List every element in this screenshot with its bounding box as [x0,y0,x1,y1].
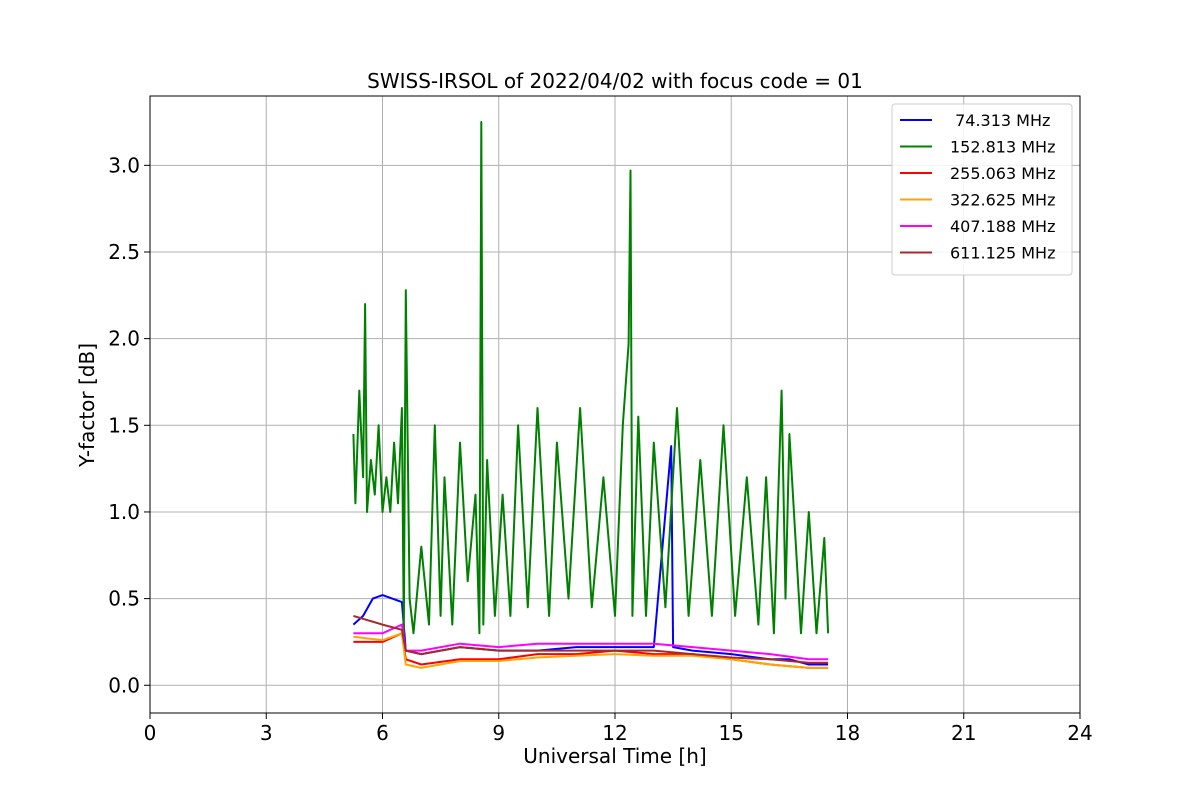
chart-title: SWISS-IRSOL of 2022/04/02 with focus cod… [367,69,863,93]
x-tick-label: 6 [376,721,389,745]
y-tick-label: 3.0 [108,153,140,177]
series-line-3 [353,632,829,669]
y-tick-label: 2.5 [108,240,140,264]
x-axis-label: Universal Time [h] [523,744,706,768]
y-tick-label: 2.0 [108,327,140,351]
legend-entry: 74.313 MHz [950,111,1050,130]
legend-entry: 255.063 MHz [950,164,1055,183]
legend-entry: 152.813 MHz [950,138,1055,157]
x-tick-label: 15 [719,721,744,745]
legend-entry: 322.625 MHz [950,191,1055,210]
x-tick-label: 24 [1067,721,1092,745]
legend: 74.313 MHz 152.813 MHz 255.063 MHz 322.625 … [891,103,1073,276]
y-tick-label: 0.0 [108,673,140,697]
y-tick-label: 1.0 [108,500,140,524]
series-group [352,121,830,669]
legend-entry: 611.125 MHz [950,244,1055,263]
legend-box [891,103,1073,276]
x-tick-label: 18 [835,721,860,745]
x-tick-label: 12 [602,721,627,745]
y-tick-label: 0.5 [108,587,140,611]
y-axis-label: Y-factor [dB] [75,343,99,468]
x-tick-label: 0 [144,721,157,745]
series-line-5 [353,614,829,664]
series-line-0 [352,445,829,666]
legend-entry: 407.188 MHz [950,217,1055,236]
x-tick-label: 21 [951,721,976,745]
x-tick-label: 9 [492,721,505,745]
ticks: 0 3 6 9 12 15 18 21 24 0.0 0.5 1.0 1.5 2.0 2.5 3.0 [108,153,1093,745]
y-tick-label: 1.5 [108,413,140,437]
x-tick-label: 3 [260,721,273,745]
series-line-1 [352,121,830,635]
